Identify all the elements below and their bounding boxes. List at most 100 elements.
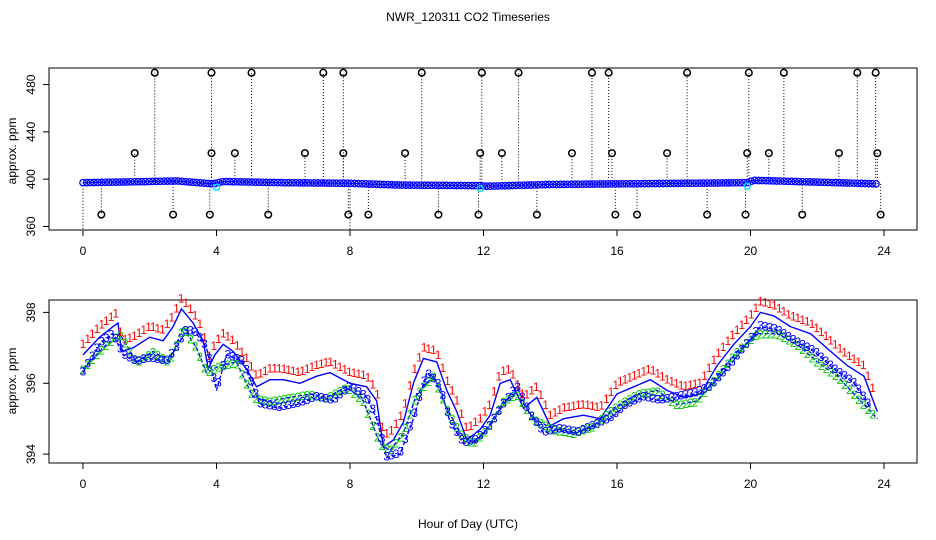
series-marker: 3 — [668, 391, 675, 405]
series-marker: 2 — [804, 347, 811, 361]
series-marker: 2 — [799, 343, 806, 357]
series-marker: 1 — [444, 374, 451, 388]
series-marker: 1 — [701, 369, 708, 383]
series-marker: 1 — [869, 381, 876, 395]
low-spike-point — [474, 210, 483, 219]
series-marker: 3 — [383, 450, 390, 464]
mid-spike-point — [476, 149, 485, 158]
series-marker: 2 — [281, 393, 288, 407]
series-marker: 1 — [533, 380, 540, 394]
series-marker: 3 — [323, 391, 330, 405]
series-marker: 3 — [771, 322, 778, 336]
series-marker: 1 — [295, 365, 302, 379]
series-marker: 2 — [84, 358, 91, 372]
series-marker: 1 — [860, 358, 867, 372]
low-spike-point — [741, 210, 750, 219]
series-marker: 3 — [865, 396, 872, 410]
series-marker: 1 — [182, 296, 189, 310]
series-marker: 1 — [505, 362, 512, 376]
series-marker: 1 — [309, 360, 316, 374]
series-marker: 3 — [640, 389, 647, 403]
low-spike-point — [205, 210, 214, 219]
series-marker: 2 — [547, 422, 554, 436]
series-marker: 3 — [855, 382, 862, 396]
series-marker: 1 — [813, 321, 820, 335]
series-marker: 2 — [682, 397, 689, 411]
series-marker: 1 — [809, 317, 816, 331]
raw-x-tick-label: 16 — [610, 244, 624, 258]
baseline-point — [747, 177, 756, 186]
series-marker: 1 — [257, 367, 264, 381]
series-marker: 3 — [827, 358, 834, 372]
series-marker: 2 — [159, 351, 166, 365]
series-marker: 1 — [229, 333, 236, 347]
series-marker: 2 — [337, 384, 344, 398]
series-marker: 3 — [341, 383, 348, 397]
series-marker: 3 — [790, 332, 797, 346]
series-marker: 2 — [332, 387, 339, 401]
series-marker: 1 — [276, 362, 283, 376]
series-marker: 2 — [108, 335, 115, 349]
series-marker: 3 — [813, 346, 820, 360]
series-marker: 1 — [285, 363, 292, 377]
series-marker: 2 — [701, 386, 708, 400]
series-marker: 1 — [710, 353, 717, 367]
series-marker: 2 — [757, 328, 764, 342]
series-marker: 3 — [533, 415, 540, 429]
series-marker: 1 — [318, 357, 325, 371]
series-marker: 2 — [355, 391, 362, 405]
series-marker: 3 — [243, 363, 250, 377]
series-marker: 1 — [491, 384, 498, 398]
raw-panel-marks — [79, 68, 885, 232]
series-marker: 3 — [589, 418, 596, 432]
series-marker: 2 — [696, 392, 703, 406]
series-marker: 1 — [790, 310, 797, 324]
series-marker: 2 — [229, 357, 236, 371]
series-marker: 1 — [696, 376, 703, 390]
series-marker: 1 — [383, 427, 390, 441]
series-marker: 1 — [243, 351, 250, 365]
series-marker: 1 — [84, 332, 91, 346]
series-marker: 1 — [103, 314, 110, 328]
series-marker: 2 — [561, 425, 568, 439]
series-marker: 2 — [383, 442, 390, 456]
series-marker: 1 — [206, 349, 213, 363]
series-marker: 1 — [388, 423, 395, 437]
series-marker: 2 — [481, 425, 488, 439]
series-marker: 1 — [748, 308, 755, 322]
series-marker: 1 — [682, 379, 689, 393]
series-marker: 2 — [360, 395, 367, 409]
series-marker: 2 — [556, 424, 563, 438]
series-marker: 2 — [140, 351, 147, 365]
series-marker: 3 — [570, 424, 577, 438]
series-marker: 1 — [781, 304, 788, 318]
series-marker: 2 — [173, 338, 180, 352]
raw-y-tick-label: 440 — [24, 122, 38, 142]
raw-panel-frame — [48, 67, 918, 231]
series-marker: 3 — [206, 351, 213, 365]
series-marker: 1 — [645, 363, 652, 377]
series-marker: 1 — [706, 361, 713, 375]
series-marker: 1 — [430, 343, 437, 357]
series-marker: 2 — [421, 380, 428, 394]
mid-spike-point — [743, 149, 752, 158]
series-marker: 3 — [98, 335, 105, 349]
calibrated-x-tick-label: 4 — [213, 477, 220, 491]
series-marker: 1 — [425, 342, 432, 356]
series-marker: 3 — [435, 377, 442, 391]
series-marker: 3 — [729, 354, 736, 368]
series-marker: 3 — [463, 435, 470, 449]
series-marker: 1 — [117, 325, 124, 339]
series-marker: 2 — [645, 386, 652, 400]
series-marker: 2 — [154, 348, 161, 362]
series-marker: 2 — [589, 420, 596, 434]
series-marker: 3 — [505, 390, 512, 404]
series-marker: 1 — [477, 411, 484, 425]
series-marker: 2 — [514, 389, 521, 403]
series-marker: 3 — [168, 346, 175, 360]
series-marker: 2 — [692, 395, 699, 409]
series-marker: 3 — [309, 391, 316, 405]
series-marker: 1 — [720, 340, 727, 354]
series-marker: 2 — [636, 388, 643, 402]
series-marker: 1 — [369, 377, 376, 391]
